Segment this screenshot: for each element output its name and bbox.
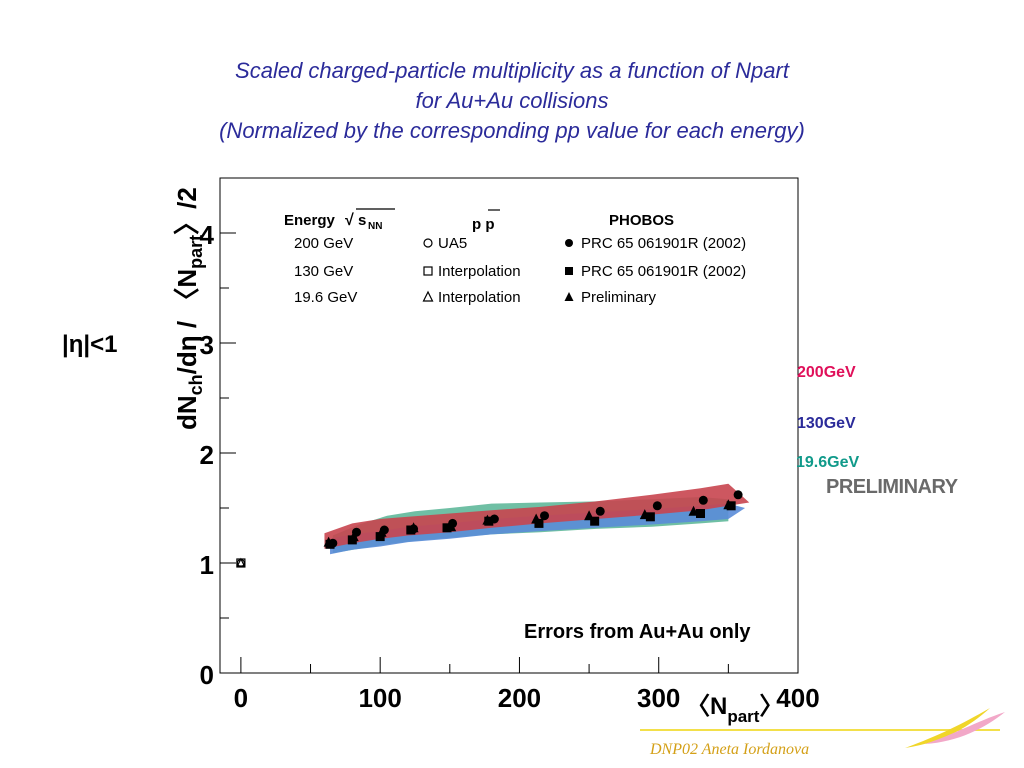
data-point-square	[590, 516, 600, 526]
legend-phobos-header: PHOBOS	[609, 212, 674, 229]
data-point-circle	[540, 511, 550, 521]
data-point-triangle	[408, 522, 419, 533]
x-tick-label: 100	[358, 683, 401, 713]
open-triangle-marker	[422, 290, 434, 302]
legend-energy: 19.6 GeV	[294, 289, 357, 306]
data-point-triangle	[564, 292, 574, 301]
data-point-triangle	[688, 505, 699, 516]
title-line-3: (Normalized by the corresponding pp valu…	[219, 118, 805, 143]
chart-title: Scaled charged-particle multiplicity as …	[0, 56, 1024, 146]
sqrt-sign: √	[345, 212, 354, 229]
x-tick-label: 200	[498, 683, 541, 713]
eta-cut-label: |η|<1	[62, 331, 117, 358]
data-point-circle	[652, 501, 662, 511]
y-axis-label: dNch/dη / 〈Npart〉/2	[172, 187, 206, 430]
legend: Energy √ s NN p p PHOBOS 200 GeV UA5 PRC 6…	[284, 208, 746, 306]
y-tick-label: 1	[200, 550, 214, 580]
data-point-circle	[698, 495, 708, 505]
data-point-circle	[733, 490, 743, 500]
x-tick-label: 400	[776, 683, 819, 713]
y-tick-label: 3	[200, 330, 214, 360]
errors-note: Errors from Au+Au only	[524, 621, 751, 643]
energy-label-130: 130GeV	[797, 415, 856, 432]
data-point-triangle	[446, 521, 457, 532]
data-point-triangle	[584, 510, 595, 521]
data-points	[236, 490, 743, 568]
footer-decoration	[640, 708, 1005, 748]
data-point-square	[645, 512, 655, 522]
data-point-triangle	[723, 499, 734, 510]
y-tick-label: 0	[200, 660, 214, 690]
energy-label-19: 19.6GeV	[796, 454, 859, 471]
legend-energy-header: Energy	[284, 212, 336, 229]
data-point-square	[696, 509, 706, 518]
data-point-triangle	[531, 513, 542, 524]
preliminary-stamp: PRELIMINARY	[826, 476, 959, 498]
energy-label-200: 200GeV	[797, 364, 856, 381]
title-line-2: for Au+Au collisions	[415, 88, 609, 113]
title-line-1: Scaled charged-particle multiplicity as …	[235, 58, 789, 83]
data-point-triangle	[323, 536, 334, 547]
energy-labels: 200GeV 130GeV 19.6GeV	[796, 364, 859, 471]
svg-text:dNch/dη / 〈Npart〉/2: dNch/dη / 〈Npart〉/2	[172, 187, 206, 430]
legend-phobos-label: Preliminary	[581, 289, 657, 306]
legend-energy: 200 GeV	[294, 235, 353, 252]
x-tick-label: 300	[637, 683, 680, 713]
svg-text:〈Npart〉: 〈Npart〉	[686, 693, 783, 726]
legend-pp-label: Interpolation	[438, 263, 521, 280]
plot-frame	[219, 177, 799, 674]
legend-sqrt-s: s	[358, 212, 366, 229]
y-tick-label: 4	[200, 220, 215, 250]
y-tick-label: 2	[200, 440, 214, 470]
x-axis-label: 〈Npart〉	[686, 693, 783, 726]
swoosh-pink	[925, 712, 1005, 744]
open-square-marker	[423, 266, 433, 276]
legend-sqrt-sub: NN	[368, 221, 382, 232]
data-point-square	[565, 267, 573, 275]
data-point-circle	[565, 239, 573, 247]
open-triangle-marker	[236, 557, 246, 567]
legend-phobos-label: PRC 65 061901R (2002)	[581, 263, 746, 280]
data-point-circle	[595, 506, 605, 516]
legend-pp-label: Interpolation	[438, 289, 521, 306]
legend-energy: 130 GeV	[294, 263, 353, 280]
x-tick-label: 0	[234, 683, 248, 713]
data-point-square	[442, 523, 452, 533]
legend-phobos-label: PRC 65 061901R (2002)	[581, 235, 746, 252]
data-point-triangle	[376, 526, 387, 537]
axis-ticks: 0 1 2 3 4 0 100 200 300 400	[200, 220, 820, 713]
data-point-triangle	[482, 514, 493, 525]
open-circle-marker	[423, 238, 433, 248]
data-point-triangle	[348, 531, 359, 542]
legend-pp-header: p p	[472, 216, 495, 233]
legend-pp-label: UA5	[438, 235, 467, 252]
footer-credit: DNP02 Aneta Iordanova	[650, 741, 810, 758]
data-point-triangle	[639, 509, 650, 520]
